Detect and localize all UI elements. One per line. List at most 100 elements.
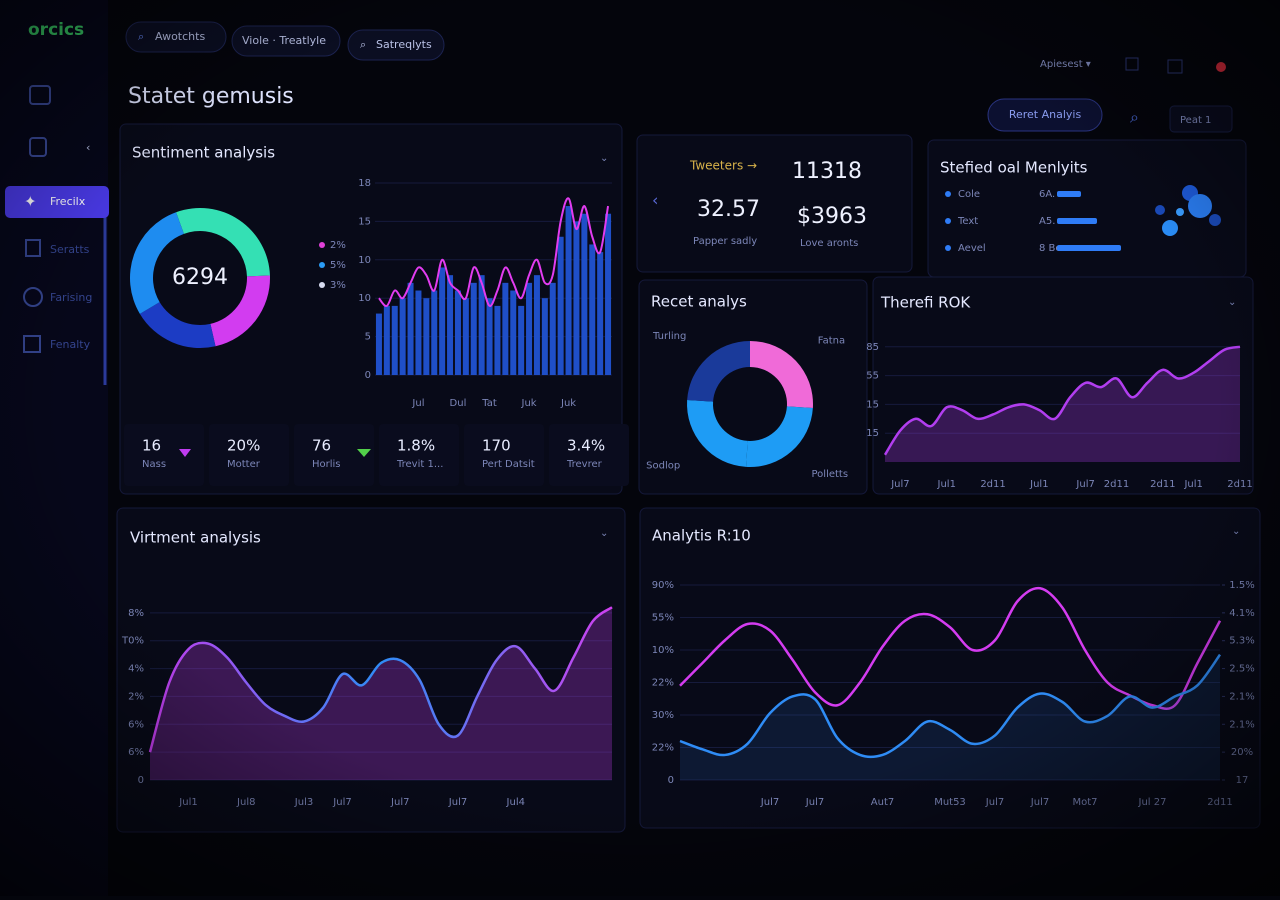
bar [470, 282, 477, 375]
bar [1057, 218, 1097, 224]
x-tick-label: 2d11 [1227, 479, 1252, 490]
y2-tick-label: 20% [1231, 747, 1253, 758]
stat-value: $3963 [797, 204, 867, 229]
bubble [1176, 208, 1184, 216]
collapse-icon[interactable]: ‹ [86, 141, 90, 154]
x-tick-label: 2d11 [980, 479, 1005, 490]
bar [526, 282, 533, 375]
bar [533, 275, 540, 375]
x-tick-label: Jul [411, 398, 424, 409]
y-tick-label: 55 [866, 371, 879, 382]
x-tick-label: Jul7 [760, 797, 779, 808]
bar [407, 282, 414, 375]
bar [415, 290, 422, 375]
kpi-card [209, 424, 289, 486]
row-icon [945, 245, 951, 251]
y-tick-label: 4% [128, 664, 144, 675]
legend-label: 3% [330, 280, 346, 291]
kpi-value: 76 [312, 437, 331, 455]
legend-dot [319, 262, 325, 268]
kpi-label: Trevrer [566, 459, 603, 470]
y-tick-label: 0 [668, 775, 674, 786]
y-tick-label: 90% [652, 580, 674, 591]
search-icon[interactable]: ⌕ [1130, 108, 1139, 127]
kpi-label: Pert Datsit [482, 459, 535, 470]
panel-title: Therefi ROK [880, 294, 971, 312]
y-tick-label: 6% [128, 719, 144, 730]
sidebar-item[interactable]: Fenalty [50, 338, 91, 351]
prev-arrow[interactable]: ‹ [652, 191, 658, 210]
y-tick-label: 10 [358, 293, 371, 304]
sidebar-item[interactable]: Seratts [50, 243, 90, 256]
x-tick-label: Dul [450, 398, 467, 409]
bar [494, 305, 501, 375]
logo[interactable]: orcics [28, 20, 84, 40]
legend-dot [319, 282, 325, 288]
bar [581, 213, 588, 375]
y2-tick-label: 17 [1236, 775, 1249, 786]
x-tick-label: Jul7 [890, 479, 909, 490]
y-tick-label: 30% [652, 710, 674, 721]
x-tick-label: Jul4 [506, 797, 525, 808]
chevron[interactable]: ⌄ [600, 153, 608, 164]
bar [605, 213, 612, 375]
x-tick-label: Jul7 [448, 797, 467, 808]
x-tick-label: Jul 27 [1138, 797, 1167, 808]
row-code: A5. [1039, 216, 1055, 227]
nav-item[interactable]: Viole · Treatlyle [242, 34, 326, 47]
sidebar-item[interactable]: Frecilx [50, 195, 86, 208]
bar [383, 305, 390, 375]
bar [597, 252, 604, 375]
panel [636, 134, 913, 273]
x-tick-label: Jul7 [805, 797, 824, 808]
y-tick-label: T0% [121, 636, 144, 647]
y-tick-label: 5 [365, 332, 371, 343]
page-title: Statet gemusis [128, 84, 294, 109]
y-tick-label: 85 [866, 342, 879, 353]
kpi-value: 1.8% [397, 437, 435, 455]
chevron[interactable]: ⌄ [1232, 526, 1240, 537]
y-tick-label: 8% [128, 608, 144, 619]
sidebar [0, 0, 108, 896]
x-tick-label: Juk [521, 398, 537, 409]
x-tick-label: Jul7 [390, 797, 409, 808]
x-tick-label: Jul1 [1029, 479, 1048, 490]
y-tick-label: 0 [365, 370, 371, 381]
nav-item[interactable]: Awotchts [155, 30, 205, 43]
bar [573, 221, 580, 375]
bar [454, 290, 461, 375]
kpi-card [464, 424, 544, 486]
bar [431, 290, 438, 375]
avatar[interactable] [1216, 62, 1226, 72]
bar [518, 305, 525, 375]
y-tick-label: 15 [866, 428, 879, 439]
segment-label: Turling [652, 331, 686, 342]
y-tick-label: 22% [652, 743, 674, 754]
x-tick-label: Mut53 [934, 797, 966, 808]
x-tick-label: Jul7 [1030, 797, 1049, 808]
nav-item[interactable]: Satreqlyts [376, 38, 432, 51]
kpi-value: 16 [142, 437, 161, 455]
kpi-card [124, 424, 204, 486]
x-tick-label: 2d11 [1207, 797, 1232, 808]
y-tick-label: 15 [358, 216, 371, 227]
select-label[interactable]: Peat 1 [1180, 115, 1211, 126]
bar [462, 298, 469, 375]
button-label[interactable]: Reret Analyis [1009, 108, 1082, 121]
chevron[interactable]: ⌄ [1228, 297, 1236, 308]
chevron[interactable]: ⌄ [600, 528, 608, 539]
row-icon [945, 191, 951, 197]
bar [391, 305, 398, 375]
x-tick-label: Jul7 [332, 797, 351, 808]
bubble [1155, 205, 1165, 215]
bubble [1209, 214, 1221, 226]
legend-label: 2% [330, 240, 346, 251]
panel-title: Analytis R:10 [652, 527, 751, 545]
y2-tick-label: 2.5% [1229, 664, 1254, 675]
menu[interactable]: Apiesest ▾ [1040, 59, 1091, 70]
sidebar-item[interactable]: Farising [50, 291, 92, 304]
search-icon: ⌕ [138, 30, 144, 43]
bar [1057, 191, 1081, 197]
row-icon [945, 218, 951, 224]
x-tick-label: 2d11 [1150, 479, 1175, 490]
